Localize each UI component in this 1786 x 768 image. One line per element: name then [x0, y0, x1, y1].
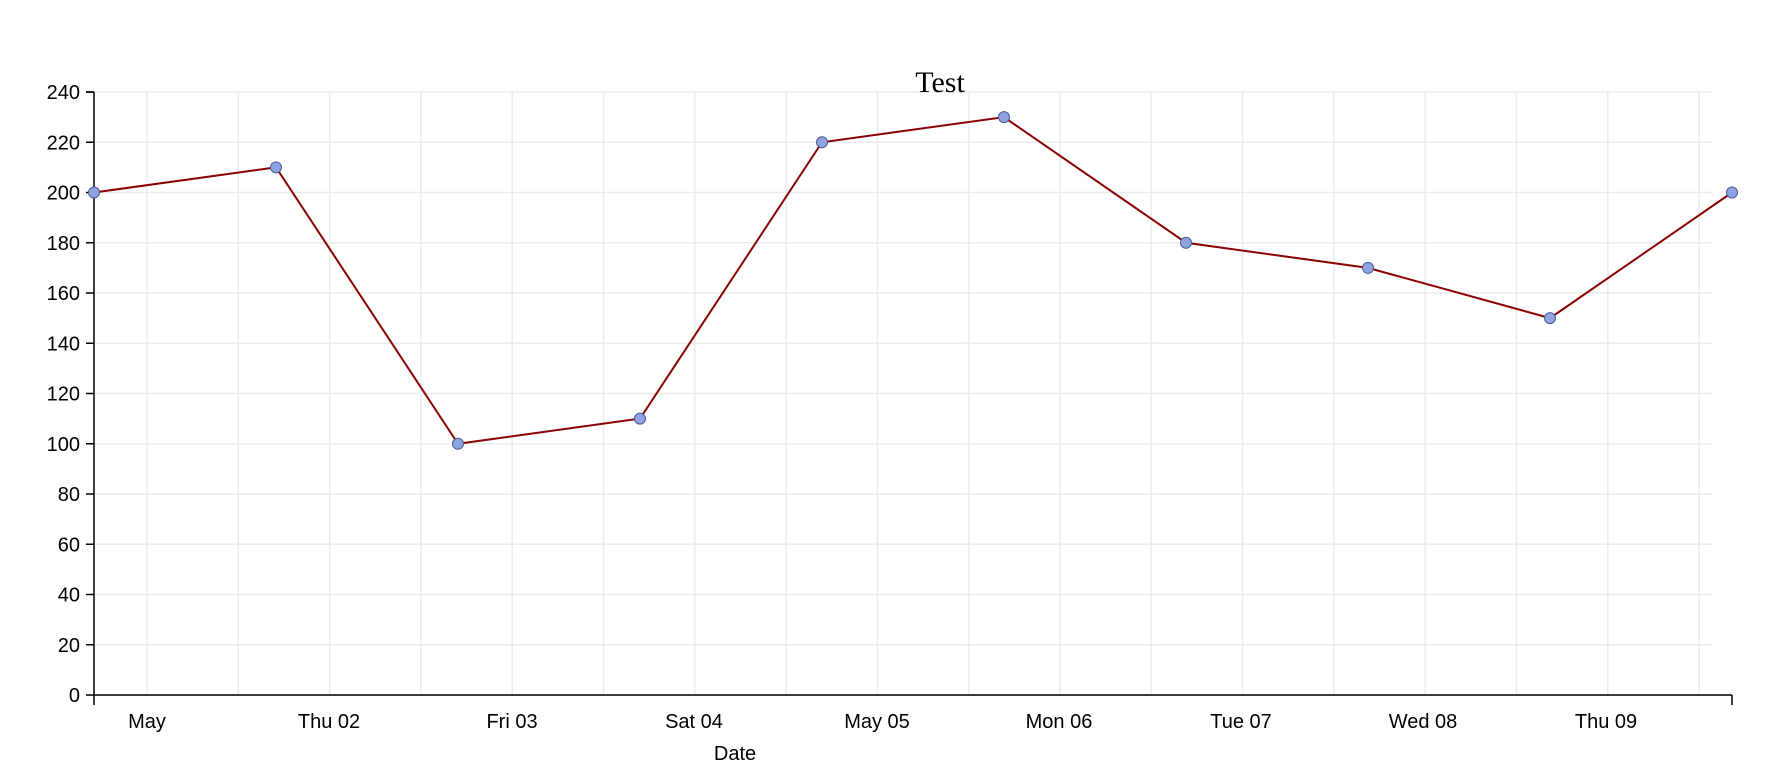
x-axis-title: Date [714, 743, 756, 765]
data-point [998, 111, 1010, 124]
y-tick-label: 20 [58, 635, 80, 657]
x-tick-label: Wed 08 [1389, 711, 1458, 733]
y-tick-label: 80 [58, 484, 80, 506]
series [88, 111, 1738, 450]
x-tick-label: Sat 04 [665, 711, 723, 733]
series-line [93, 116, 1733, 445]
y-tick-label: 40 [58, 585, 80, 607]
grid [94, 91, 1712, 696]
data-point [452, 437, 464, 450]
y-tick-label: 0 [69, 685, 80, 707]
x-tick-label: May 05 [844, 711, 910, 733]
y-tick-label: 100 [47, 434, 80, 456]
chart-title: Test [915, 66, 965, 99]
x-tick-label: Thu 09 [1575, 711, 1637, 733]
data-point [634, 412, 646, 425]
x-tick-label: May [128, 711, 166, 733]
labels: 0 20 40 60 80 100 120 140 160 180 200 220 240 May Thu … [47, 82, 1638, 733]
data-point [1544, 312, 1556, 325]
data-point [1180, 236, 1192, 249]
x-tick-label: Fri 03 [486, 711, 537, 733]
y-tick-label: 140 [47, 333, 80, 355]
y-tick-label: 60 [58, 534, 80, 556]
axes [86, 91, 1733, 705]
y-tick-label: 240 [47, 82, 80, 104]
y-tick-label: 120 [47, 384, 80, 406]
x-tick-label: Thu 02 [298, 711, 360, 733]
y-tick-label: 160 [47, 283, 80, 305]
data-point [1362, 261, 1374, 274]
x-tick-label: Tue 07 [1210, 711, 1272, 733]
x-tick-label: Mon 06 [1026, 711, 1093, 733]
y-tick-label: 220 [47, 132, 80, 154]
y-tick-label: 180 [47, 233, 80, 255]
data-point [270, 161, 282, 174]
data-point [1726, 186, 1738, 199]
y-tick-label: 200 [47, 183, 80, 205]
data-point [88, 186, 100, 199]
data-point [816, 136, 828, 149]
